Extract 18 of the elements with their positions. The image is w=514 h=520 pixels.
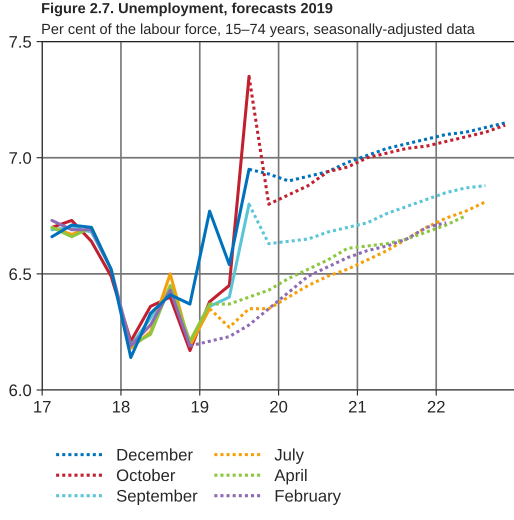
x-tick-label: 17 [34, 401, 51, 412]
x-tick-label: 20 [270, 400, 288, 413]
x-tick-label: 22 [428, 400, 445, 412]
x-tick-label: 21 [348, 400, 366, 412]
legend-label: February [276, 489, 341, 505]
legend-label: December [117, 448, 193, 461]
y-tick-label: 7.5 [9, 36, 32, 48]
legend-label: September [116, 489, 198, 505]
x-tick-label: 19 [192, 400, 208, 413]
chart-title: Figure 2.7. Unemployment, forecasts 2019 [42, 2, 332, 16]
x-tick-label: 18 [112, 400, 130, 413]
legend-label: April [274, 468, 307, 484]
y-tick-label: 7.0 [9, 152, 32, 164]
legend-label: October [116, 468, 176, 482]
chart-subtitle: Per cent of the labour force, 15–74 years, seasonally-adjusted data [42, 23, 475, 37]
y-tick-label: 6.5 [9, 268, 32, 280]
y-tick-label: 6.0 [9, 384, 32, 396]
legend-label: July [274, 448, 304, 464]
